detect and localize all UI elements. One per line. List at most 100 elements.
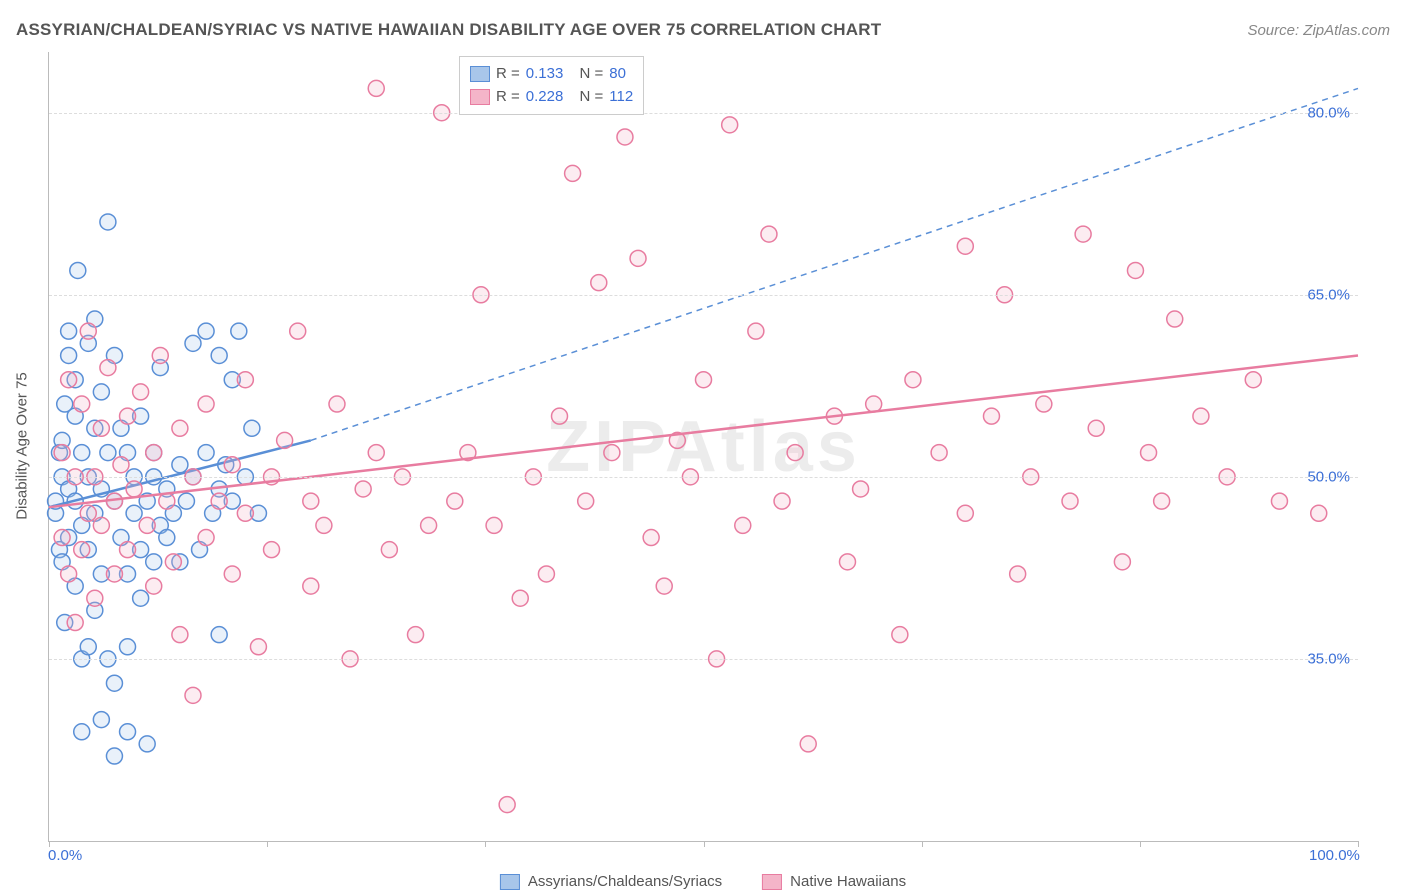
- data-point: [61, 372, 77, 388]
- data-point: [224, 566, 240, 582]
- data-point: [61, 566, 77, 582]
- data-point: [250, 639, 266, 655]
- data-point: [113, 457, 129, 473]
- data-point: [630, 250, 646, 266]
- stat-r-value: 0.228: [526, 86, 564, 109]
- y-tick-label: 80.0%: [1307, 104, 1350, 121]
- stats-swatch: [470, 89, 490, 105]
- stat-r-value: 0.133: [526, 63, 564, 86]
- data-point: [643, 530, 659, 546]
- y-axis-label: Disability Age Over 75: [14, 372, 31, 520]
- data-point: [355, 481, 371, 497]
- data-point: [578, 493, 594, 509]
- data-point: [244, 420, 260, 436]
- data-point: [552, 408, 568, 424]
- y-tick-label: 65.0%: [1307, 286, 1350, 303]
- data-point: [120, 639, 136, 655]
- data-point: [70, 262, 86, 278]
- data-point: [198, 445, 214, 461]
- gridline: [49, 113, 1358, 114]
- data-point: [303, 493, 319, 509]
- data-point: [1271, 493, 1287, 509]
- data-point: [74, 724, 90, 740]
- data-point: [80, 323, 96, 339]
- stat-r-label: R =: [496, 86, 520, 109]
- data-point: [67, 615, 83, 631]
- data-point: [172, 627, 188, 643]
- trend-line-dashed: [311, 88, 1358, 440]
- stat-n-label: N =: [579, 63, 603, 86]
- data-point: [290, 323, 306, 339]
- data-point: [565, 165, 581, 181]
- data-point: [87, 590, 103, 606]
- data-point: [93, 420, 109, 436]
- data-point: [512, 590, 528, 606]
- data-point: [486, 517, 502, 533]
- data-point: [787, 445, 803, 461]
- data-point: [126, 505, 142, 521]
- data-point: [303, 578, 319, 594]
- stat-n-value: 112: [609, 86, 633, 109]
- data-point: [231, 323, 247, 339]
- data-point: [93, 517, 109, 533]
- data-point: [224, 457, 240, 473]
- legend-swatch-a: [500, 874, 520, 890]
- data-point: [74, 396, 90, 412]
- legend-label-b: Native Hawaiians: [790, 873, 906, 890]
- data-point: [1245, 372, 1261, 388]
- data-point: [1311, 505, 1327, 521]
- data-point: [1062, 493, 1078, 509]
- stat-r-label: R =: [496, 63, 520, 86]
- data-point: [761, 226, 777, 242]
- data-point: [133, 590, 149, 606]
- data-point: [106, 566, 122, 582]
- data-point: [120, 408, 136, 424]
- legend-label-a: Assyrians/Chaldeans/Syriacs: [528, 873, 722, 890]
- data-point: [211, 627, 227, 643]
- chart-container: ASSYRIAN/CHALDEAN/SYRIAC VS NATIVE HAWAI…: [0, 0, 1406, 892]
- data-point: [381, 542, 397, 558]
- data-point: [892, 627, 908, 643]
- data-point: [185, 335, 201, 351]
- stat-n-value: 80: [609, 63, 626, 86]
- data-point: [198, 530, 214, 546]
- data-point: [656, 578, 672, 594]
- legend-item-series-a: Assyrians/Chaldeans/Syriacs: [500, 873, 722, 890]
- data-point: [905, 372, 921, 388]
- data-point: [931, 445, 947, 461]
- data-point: [1010, 566, 1026, 582]
- title-bar: ASSYRIAN/CHALDEAN/SYRIAC VS NATIVE HAWAI…: [16, 20, 1390, 40]
- x-tick-label-max: 100.0%: [1309, 847, 1360, 864]
- data-point: [408, 627, 424, 643]
- data-point: [133, 384, 149, 400]
- data-point: [696, 372, 712, 388]
- bottom-legend: Assyrians/Chaldeans/Syriacs Native Hawai…: [500, 873, 906, 890]
- stats-row: R = 0.133 N = 80: [470, 63, 633, 86]
- data-point: [61, 347, 77, 363]
- data-point: [1036, 396, 1052, 412]
- data-point: [211, 347, 227, 363]
- data-point: [198, 323, 214, 339]
- x-tick: [267, 841, 268, 847]
- data-point: [264, 542, 280, 558]
- data-point: [178, 493, 194, 509]
- data-point: [774, 493, 790, 509]
- data-point: [126, 481, 142, 497]
- data-point: [722, 117, 738, 133]
- data-point: [139, 517, 155, 533]
- stat-n-label: N =: [579, 86, 603, 109]
- data-point: [329, 396, 345, 412]
- data-point: [172, 457, 188, 473]
- data-point: [1088, 420, 1104, 436]
- y-tick-label: 50.0%: [1307, 468, 1350, 485]
- stats-box: R = 0.133 N = 80R = 0.228 N = 112: [459, 56, 644, 115]
- plot-area: ZIPAtlas 35.0%50.0%65.0%80.0%R = 0.133 N…: [48, 52, 1358, 842]
- data-point: [1167, 311, 1183, 327]
- legend-swatch-b: [762, 874, 782, 890]
- data-point: [80, 505, 96, 521]
- data-point: [100, 445, 116, 461]
- data-point: [617, 129, 633, 145]
- legend-item-series-b: Native Hawaiians: [762, 873, 906, 890]
- source-label: Source: ZipAtlas.com: [1247, 22, 1390, 39]
- x-tick: [704, 841, 705, 847]
